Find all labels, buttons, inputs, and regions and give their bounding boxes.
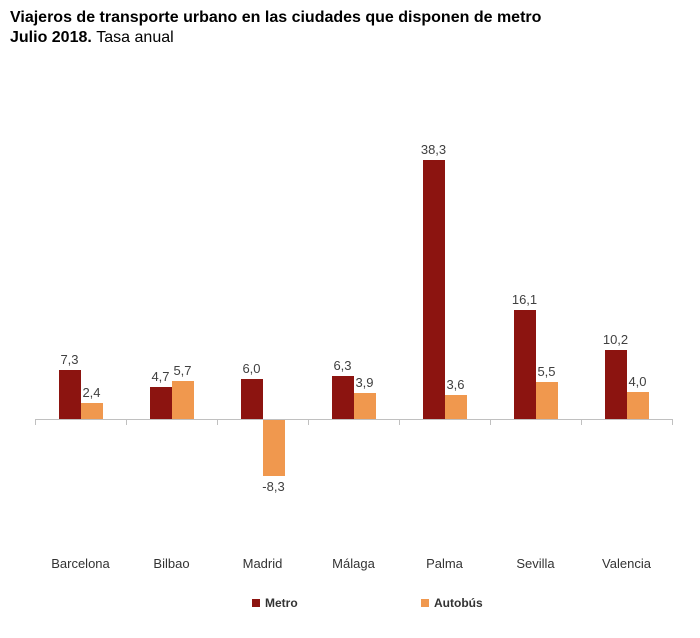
bar-autobs-palma bbox=[444, 394, 467, 419]
bar-metro-barcelona bbox=[58, 369, 81, 419]
chart-title-block: Viajeros de transporte urbano en las ciu… bbox=[10, 8, 670, 48]
x-axis-tick bbox=[217, 419, 218, 425]
value-label-autobs-barcelona: 2,4 bbox=[82, 384, 101, 400]
x-axis-tick bbox=[126, 419, 127, 425]
x-axis-tick bbox=[35, 419, 36, 425]
bar-metro-bilbao bbox=[149, 387, 172, 419]
value-label-metro-palma: 38,3 bbox=[420, 142, 447, 158]
category-label-valencia: Valencia bbox=[602, 556, 651, 571]
legend-label-metro: Metro bbox=[265, 596, 298, 610]
chart-subtitle: Julio 2018. Tasa anual bbox=[10, 28, 670, 48]
bar-autobs-madrid bbox=[262, 420, 285, 477]
value-label-metro-sevilla: 16,1 bbox=[511, 292, 538, 308]
value-label-metro-bilbao: 4,7 bbox=[151, 369, 170, 385]
x-axis-tick bbox=[308, 419, 309, 425]
x-axis-tick bbox=[672, 419, 673, 425]
category-label-mlaga: Málaga bbox=[332, 556, 375, 571]
value-label-metro-madrid: 6,0 bbox=[242, 360, 261, 376]
legend-item-autobus: Autobús bbox=[421, 596, 483, 610]
x-axis-tick bbox=[490, 419, 491, 425]
x-axis-tick bbox=[399, 419, 400, 425]
x-axis-line bbox=[35, 419, 672, 420]
bar-metro-palma bbox=[422, 160, 445, 419]
chart-subtitle-measure: Tasa anual bbox=[96, 29, 174, 46]
chart-subtitle-period: Julio 2018. bbox=[10, 29, 92, 46]
value-label-autobs-mlaga: 3,9 bbox=[355, 374, 374, 390]
bar-autobs-bilbao bbox=[171, 380, 194, 419]
category-label-sevilla: Sevilla bbox=[516, 556, 555, 571]
bar-autobs-barcelona bbox=[80, 402, 103, 419]
category-label-barcelona: Barcelona bbox=[51, 556, 110, 571]
bar-metro-valencia bbox=[604, 350, 627, 419]
chart-title: Viajeros de transporte urbano en las ciu… bbox=[10, 9, 542, 26]
bar-autobs-valencia bbox=[626, 392, 649, 419]
bar-metro-sevilla bbox=[513, 310, 536, 419]
legend: Metro Autobús bbox=[0, 596, 700, 616]
bar-metro-madrid bbox=[240, 378, 263, 419]
category-label-palma: Palma bbox=[426, 556, 463, 571]
legend-label-autobus: Autobús bbox=[434, 596, 483, 610]
value-label-autobs-madrid: -8,3 bbox=[262, 479, 285, 495]
value-label-metro-mlaga: 6,3 bbox=[333, 358, 352, 374]
value-label-autobs-palma: 3,6 bbox=[446, 376, 465, 392]
bar-metro-mlaga bbox=[331, 376, 354, 419]
bar-autobs-mlaga bbox=[353, 392, 376, 419]
bar-autobs-sevilla bbox=[535, 381, 558, 419]
metro-legend-marker-icon bbox=[252, 599, 260, 607]
legend-item-metro: Metro bbox=[252, 596, 298, 610]
value-label-metro-valencia: 10,2 bbox=[602, 332, 629, 348]
value-label-metro-barcelona: 7,3 bbox=[60, 351, 79, 367]
category-label-madrid: Madrid bbox=[242, 556, 283, 571]
category-label-bilbao: Bilbao bbox=[153, 556, 190, 571]
autobus-legend-marker-icon bbox=[421, 599, 429, 607]
value-label-autobs-bilbao: 5,7 bbox=[173, 362, 192, 378]
value-label-autobs-sevilla: 5,5 bbox=[537, 363, 556, 379]
x-axis-tick bbox=[581, 419, 582, 425]
value-label-autobs-valencia: 4,0 bbox=[628, 374, 647, 389]
